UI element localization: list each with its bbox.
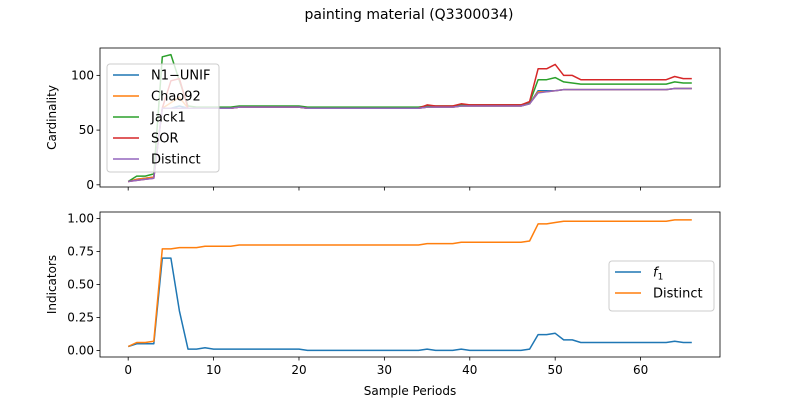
legend-label: Distinct <box>653 287 703 302</box>
series-line-1-1 <box>127 219 692 348</box>
y-tick-label: 1.00 <box>67 212 94 226</box>
x-axis-label: Sample Periods <box>364 384 456 398</box>
y-tick-label: 0 <box>86 178 94 192</box>
x-tick-label: 10 <box>206 363 221 377</box>
legend-label: Chao92 <box>151 90 201 105</box>
x-tick-label: 40 <box>462 363 477 377</box>
legend-label: Jack1 <box>150 111 186 126</box>
cardinality-panel: 0 50 100 Cardinality N1−UNIF Chao92 Jack1 SOR Di… <box>45 47 721 192</box>
y-tick-label: 0.50 <box>67 278 94 292</box>
legend-label: Distinct <box>151 153 201 168</box>
x-tick-label: 60 <box>633 363 648 377</box>
legend-label: N1−UNIF <box>151 69 210 84</box>
x-tick-label: 30 <box>377 363 392 377</box>
legend-label: SOR <box>151 132 179 147</box>
y-tick-label: 0.00 <box>67 343 94 357</box>
y-axis-label: Indicators <box>45 255 59 314</box>
y-tick-label: 100 <box>71 68 94 82</box>
series-line-0-4 <box>128 87 692 183</box>
legend-box <box>608 260 715 312</box>
figure-title: painting material (Q3300034) <box>305 7 514 23</box>
axes-frame <box>99 47 721 188</box>
y-tick-label: 50 <box>79 123 94 137</box>
legend-label: f1 <box>653 266 663 283</box>
legend-box <box>106 63 220 173</box>
y-tick-label: 0.25 <box>67 310 94 324</box>
x-tick-label: 50 <box>548 363 563 377</box>
x-tick-label: 20 <box>291 363 306 377</box>
x-tick-label: 0 <box>124 363 132 377</box>
indicators-panel: 0 10 20 30 40 50 60 0.00 0.25 0.50 0.75 1.00 Indicat… <box>45 212 721 398</box>
y-axis-label: Cardinality <box>45 85 59 150</box>
y-tick-label: 0.75 <box>67 245 94 259</box>
series-line-0-2 <box>127 53 692 183</box>
series-line-1-0 <box>127 257 692 352</box>
